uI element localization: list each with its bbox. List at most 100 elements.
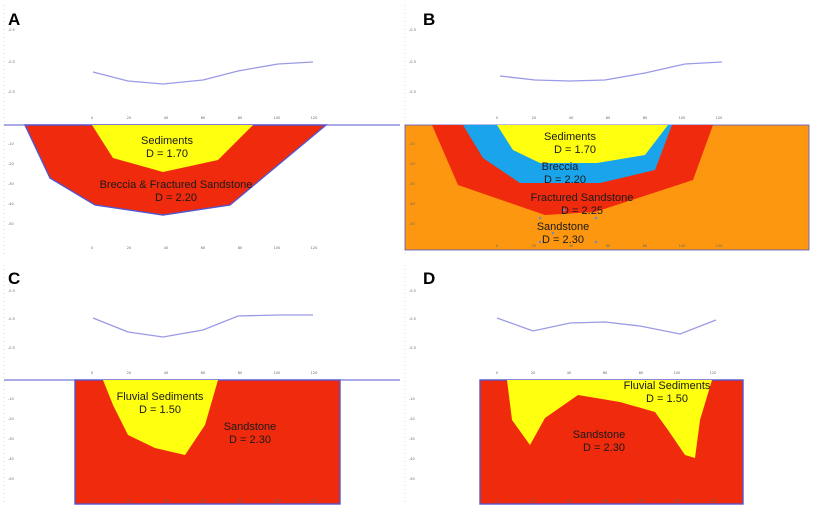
panel-c-gravity-tick: -0.5 (8, 346, 15, 350)
x-tick-label: 40 (164, 246, 168, 250)
x-tick-label: 40 (164, 116, 168, 120)
x-tick-label: 60 (201, 371, 205, 375)
panel-d-x-ticks-bottom: 0 20 40 60 80 100 120 (496, 499, 716, 503)
panel-c: C Fluvial Sediments D = 1.50 Sandstone D… (3, 265, 400, 505)
x-tick-label: 40 (567, 371, 571, 375)
panel-c-depth-tick: -50 (8, 477, 14, 481)
panel-a-breccia-density: D = 2.20 (155, 192, 197, 204)
x-tick-label: 80 (643, 244, 647, 248)
x-tick-label: 40 (569, 244, 573, 248)
panel-b: B Sediments D = 1.70 Breccia D = 2.20 Fr… (404, 5, 810, 255)
panel-c-gravity-profile (92, 314, 313, 338)
x-tick-label: 20 (127, 499, 131, 503)
panel-d-sandstone-label: Sandstone (573, 429, 626, 441)
panel-b-depth-tick: -40 (409, 202, 415, 206)
panel-c-letter: C (8, 269, 20, 288)
panel-c-x-ticks-bottom: 0 20 40 60 80 100 120 (91, 499, 317, 503)
x-tick-label: 120 (716, 244, 723, 248)
x-tick-label: 120 (311, 499, 318, 503)
panel-a-depth-tick: -50 (8, 222, 14, 226)
x-tick-label: 60 (606, 244, 610, 248)
panel-b-sediment-body (497, 125, 668, 163)
x-tick-label: 0 (496, 499, 498, 503)
panel-d-gravity-tick: -0.5 (409, 346, 416, 350)
x-tick-label: 100 (274, 116, 281, 120)
x-tick-label: 0 (91, 116, 93, 120)
panel-b-sediments-label: Sediments (544, 131, 596, 143)
panel-b-breccia-label: Breccia (542, 161, 580, 173)
panel-b-gravity-tick: -0.5 (409, 90, 416, 94)
x-tick-label: 0 (91, 371, 93, 375)
panel-d-depth-tick: -50 (409, 477, 415, 481)
x-tick-label: 80 (643, 116, 647, 120)
x-tick-label: 40 (164, 499, 168, 503)
panel-c-fluvial-density: D = 1.50 (139, 404, 181, 416)
panel-c-sandstone-density: D = 2.30 (229, 434, 271, 446)
panel-a-depth-tick: -10 (8, 142, 14, 146)
panel-c-fluvial-label: Fluvial Sediments (117, 391, 204, 403)
panel-a-gravity-tick: -0.5 (8, 28, 15, 32)
x-tick-label: 120 (710, 499, 717, 503)
panel-d-sandstone-density: D = 2.30 (583, 442, 625, 454)
x-tick-label: 20 (531, 371, 535, 375)
panel-c-fluvial-body (103, 380, 218, 455)
x-tick-label: 120 (716, 116, 723, 120)
panel-c-depth-tick: -10 (8, 397, 14, 401)
x-tick-label: 20 (127, 371, 131, 375)
x-tick-label: 20 (532, 116, 536, 120)
panel-a-depth-tick: -40 (8, 202, 14, 206)
panel-a-x-ticks-top: 0 20 40 60 80 100 120 (91, 116, 317, 120)
x-tick-label: 120 (710, 371, 717, 375)
x-tick-label: 60 (603, 499, 607, 503)
panel-c-depth-tick: -30 (8, 437, 14, 441)
panel-a-sediments-density: D = 1.70 (146, 148, 188, 160)
panel-a-sediments-label: Sediments (141, 135, 193, 147)
panel-b-gravity-profile (499, 61, 723, 82)
panel-b-depth-tick: -50 (409, 222, 415, 226)
panel-b-depth-tick: -10 (409, 142, 415, 146)
panel-d-letter: D (423, 269, 435, 288)
panel-d-gravity-tick: -0.5 (409, 317, 416, 321)
panel-b-depth-tick: -30 (409, 182, 415, 186)
panel-d-gravity-profile (496, 317, 717, 335)
x-tick-label: 40 (567, 499, 571, 503)
x-tick-label: 60 (603, 371, 607, 375)
panel-b-x-ticks-bottom: 0 20 40 60 80 100 120 (496, 244, 722, 248)
panel-d-x-ticks-top: 0 20 40 60 80 100 120 (496, 371, 716, 375)
panel-a-gravity-tick: -0.5 (8, 60, 15, 64)
panel-b-fractured-label: Fractured Sandstone (531, 192, 634, 204)
panel-d: D Fluvial Sediments D = 1.50 Sandstone D… (404, 265, 744, 505)
panel-b-fractured-density: D = 2.25 (561, 205, 603, 217)
panel-c-depth-tick: -20 (8, 417, 14, 421)
x-tick-label: 60 (606, 116, 610, 120)
x-tick-label: 0 (496, 244, 498, 248)
panel-a-gravity-profile (92, 61, 314, 85)
panel-a-breccia-label: Breccia & Fractured Sandstone (100, 179, 253, 191)
panel-c-sandstone-label: Sandstone (224, 421, 277, 433)
x-tick-label: 40 (569, 116, 573, 120)
x-tick-label: 60 (201, 116, 205, 120)
panel-a-letter: A (8, 10, 20, 29)
x-tick-label: 80 (238, 116, 242, 120)
x-tick-label: 0 (496, 371, 498, 375)
x-tick-label: 20 (531, 499, 535, 503)
x-tick-label: 100 (274, 499, 281, 503)
panel-b-depth-tick: -20 (409, 162, 415, 166)
panel-a: A Sediments D = 1.70 Breccia & Fractured… (3, 5, 400, 255)
x-tick-label: 20 (127, 246, 131, 250)
panel-b-sandstone-density: D = 2.30 (542, 234, 584, 246)
x-tick-label: 0 (91, 499, 93, 503)
panel-d-depth-tick: -20 (409, 417, 415, 421)
panel-c-gravity-tick: -0.5 (8, 317, 15, 321)
x-tick-label: 20 (127, 116, 131, 120)
panel-d-depth-tick: -30 (409, 437, 415, 441)
x-tick-label: 100 (274, 371, 281, 375)
x-tick-label: 20 (532, 244, 536, 248)
panel-b-gravity-tick: -0.5 (409, 28, 416, 32)
panel-a-depth-tick: -30 (8, 182, 14, 186)
panel-d-gravity-tick: -0.5 (409, 289, 416, 293)
x-tick-label: 120 (311, 371, 318, 375)
panel-a-depth-tick: -20 (8, 162, 14, 166)
panel-a-gravity-tick: -0.5 (8, 90, 15, 94)
